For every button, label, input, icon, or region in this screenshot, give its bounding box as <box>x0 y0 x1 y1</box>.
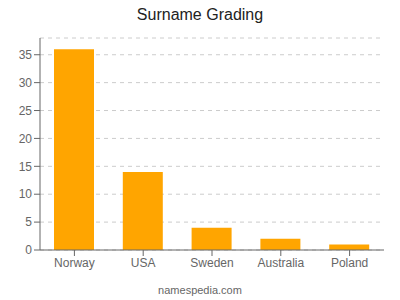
svg-text:Sweden: Sweden <box>190 256 233 270</box>
svg-text:Poland: Poland <box>331 256 368 270</box>
svg-text:15: 15 <box>19 160 33 174</box>
svg-text:USA: USA <box>131 256 156 270</box>
html-text:namespedia.com: namespedia.com <box>158 284 242 296</box>
svg-text:0: 0 <box>25 243 32 257</box>
svg-text:30: 30 <box>19 76 33 90</box>
svg-text:Australia: Australia <box>257 256 304 270</box>
svg-text:20: 20 <box>19 132 33 146</box>
svg-text:Norway: Norway <box>54 256 95 270</box>
svg-text:25: 25 <box>19 104 33 118</box>
svg-text:5: 5 <box>25 215 32 229</box>
svg-text:35: 35 <box>19 48 33 62</box>
svg-text:10: 10 <box>19 187 33 201</box>
html-text:Surname Grading: Surname Grading <box>136 6 264 23</box>
